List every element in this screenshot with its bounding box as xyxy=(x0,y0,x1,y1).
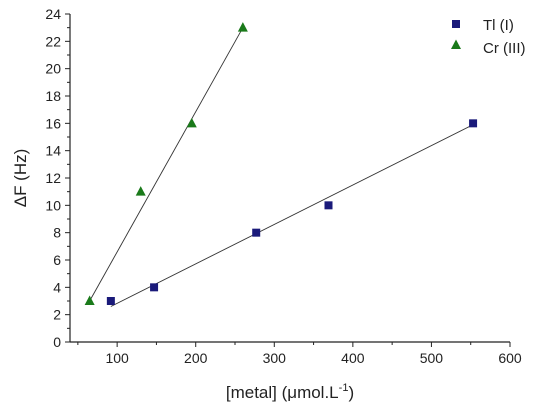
y-tick-label: 12 xyxy=(45,170,61,186)
point-tl xyxy=(469,119,478,128)
y-tick-label: 8 xyxy=(53,225,61,241)
point-tl xyxy=(106,297,115,305)
x-tick-label: 500 xyxy=(420,350,444,366)
point-tl xyxy=(252,228,261,237)
axes xyxy=(65,13,511,347)
y-tick-label: 6 xyxy=(53,252,61,268)
point-cr xyxy=(186,117,197,128)
fit-line-cr xyxy=(89,27,244,302)
fit-line-tl xyxy=(110,124,474,307)
legend-label-cr: Cr (III) xyxy=(483,40,526,57)
fit-lines xyxy=(89,27,474,307)
x-axis-title-close: ) xyxy=(348,383,354,402)
y-tick-label: 20 xyxy=(45,61,61,77)
y-tick-label: 16 xyxy=(45,115,61,131)
x-axis-title: [metal] (μmol.L-1) xyxy=(226,382,354,402)
y-tick-label: 14 xyxy=(45,143,61,159)
point-cr xyxy=(237,22,248,32)
x-tick-label: 600 xyxy=(498,350,522,366)
y-tick-label: 22 xyxy=(45,33,61,49)
data-points xyxy=(84,22,478,305)
legend-label-tl: Tl (I) xyxy=(483,17,514,34)
y-tick-label: 0 xyxy=(53,334,61,350)
y-axis-title: ΔF (Hz) xyxy=(11,149,30,208)
point-cr xyxy=(135,186,146,196)
legend-marker-tl xyxy=(452,20,460,28)
y-tick-label: 24 xyxy=(45,6,61,22)
x-tick-label: 200 xyxy=(184,350,208,366)
legend-marker-cr xyxy=(451,39,461,49)
x-tick-label: 400 xyxy=(341,350,365,366)
x-axis-title-superscript: -1 xyxy=(339,382,349,394)
legend: Tl (I) Cr (III) xyxy=(451,17,526,57)
x-axis-title-main: [metal] (μmol.L xyxy=(226,383,339,402)
point-cr xyxy=(84,295,95,305)
point-tl xyxy=(324,201,333,210)
y-tick-label: 10 xyxy=(45,197,61,213)
y-tick-label: 4 xyxy=(53,279,61,295)
x-tick-label: 300 xyxy=(263,350,287,366)
y-tick-label: 18 xyxy=(45,88,61,104)
y-tick-label: 2 xyxy=(53,307,61,323)
point-tl xyxy=(150,283,159,292)
x-tick-label: 100 xyxy=(105,350,129,366)
